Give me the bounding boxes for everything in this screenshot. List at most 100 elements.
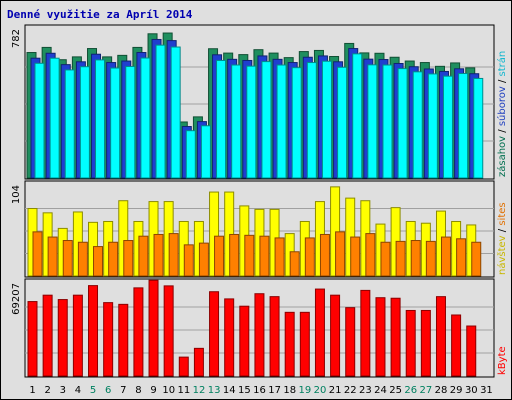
- panel-border: [24, 24, 495, 180]
- x-tick-label: 3: [60, 385, 66, 396]
- bar-sites-day-30: [471, 241, 482, 277]
- bar-kByte-day-1: [27, 301, 38, 377]
- bar-kByte-day-29: [451, 314, 462, 377]
- bar-kByte-day-4: [72, 294, 83, 377]
- x-tick-label: 9: [150, 385, 156, 396]
- bar-sites-day-14: [229, 233, 240, 277]
- bar-kByte-day-18: [284, 311, 295, 377]
- bar-strán-day-29: [458, 73, 469, 179]
- bar-kByte-day-7: [118, 303, 129, 377]
- x-tick-label: 12: [193, 385, 206, 396]
- panel-top: 782 zásahov / súborov / strán: [11, 24, 508, 180]
- bar-strán-day-22: [352, 53, 363, 179]
- x-tick-label: 28: [435, 385, 448, 396]
- legend-entry-1: /: [497, 126, 508, 136]
- bar-sites-day-15: [244, 234, 255, 277]
- bar-strán-day-6: [110, 67, 121, 179]
- bar-strán-day-20: [321, 60, 332, 179]
- bar-sites-day-12: [198, 242, 209, 277]
- bar-strán-day-26: [412, 71, 423, 179]
- bar-strán-day-17: [276, 64, 287, 179]
- bar-kByte-day-9: [148, 279, 159, 377]
- bar-strán-day-27: [427, 73, 438, 179]
- bar-kByte-day-25: [390, 297, 401, 377]
- bar-sites-day-19: [304, 237, 315, 277]
- bar-strán-day-9: [155, 44, 166, 179]
- bar-kByte-day-21: [330, 294, 341, 377]
- x-tick-label: 27: [420, 385, 433, 396]
- panel-border: [24, 180, 495, 278]
- bar-kByte-day-19: [299, 311, 310, 377]
- bar-kByte-day-30: [466, 325, 477, 377]
- x-tick-label: 13: [208, 385, 221, 396]
- x-tick-label: 26: [404, 385, 417, 396]
- bar-sites-day-28: [440, 236, 451, 277]
- legend-entry-0: návštev: [496, 235, 508, 275]
- bar-sites-day-23: [365, 233, 376, 277]
- legend-entry-1: /: [497, 226, 508, 236]
- series-legend: návštev / sites: [496, 202, 508, 275]
- legend-entry-4: strán: [496, 51, 508, 77]
- bar-strán-day-8: [140, 57, 151, 179]
- x-tick-label: 2: [45, 385, 51, 396]
- bar-kByte-day-24: [375, 297, 386, 377]
- bar-sites-day-7: [123, 240, 134, 277]
- bar-sites-day-26: [410, 240, 421, 277]
- bar-strán-day-11: [185, 130, 196, 179]
- bar-strán-day-14: [231, 64, 242, 179]
- bar-kByte-day-2: [42, 294, 53, 377]
- y-max-label: 104: [11, 185, 22, 204]
- bar-kByte-day-15: [239, 305, 250, 377]
- bar-sites-day-20: [319, 233, 330, 277]
- chart-panels: 782 zásahov / súborov / strán 104 návštev /…: [11, 24, 508, 378]
- bar-sites-day-21: [335, 231, 346, 277]
- bar-strán-day-13: [216, 59, 227, 179]
- x-tick-label: 16: [253, 385, 266, 396]
- bar-strán-day-15: [246, 65, 257, 179]
- x-tick-label: 18: [283, 385, 296, 396]
- bar-sites-day-18: [289, 251, 300, 277]
- bar-kByte-day-5: [88, 285, 99, 377]
- chart-title: Denné využitie za Apríl 2014: [7, 8, 193, 21]
- bar-kByte-day-6: [103, 302, 114, 377]
- bar-kByte-day-14: [224, 298, 235, 377]
- bar-kByte-day-27: [420, 309, 431, 377]
- bar-kByte-day-17: [269, 296, 280, 377]
- bar-strán-day-1: [34, 62, 45, 179]
- bar-kByte-day-23: [360, 289, 371, 377]
- bar-kByte-day-20: [314, 288, 325, 377]
- bar-strán-day-28: [442, 75, 453, 179]
- bar-sites-day-17: [274, 237, 285, 277]
- bar-strán-day-10: [170, 46, 181, 179]
- x-tick-label: 21: [329, 385, 342, 396]
- bar-kByte-day-26: [405, 309, 416, 377]
- bar-kByte-day-3: [57, 299, 68, 377]
- bar-strán-day-30: [473, 77, 484, 179]
- x-tick-label: 20: [314, 385, 327, 396]
- bar-strán-day-18: [291, 67, 302, 179]
- bar-kByte-day-16: [254, 293, 265, 377]
- bar-sites-day-5: [93, 246, 104, 277]
- y-max-label: 782: [11, 29, 22, 48]
- panel-bot: 69207 kByte: [11, 278, 508, 378]
- x-tick-label: 14: [223, 385, 236, 396]
- bar-sites-day-4: [77, 241, 88, 277]
- bar-strán-day-16: [261, 61, 272, 179]
- bar-kByte-day-11: [178, 356, 189, 377]
- x-tick-label: 15: [238, 385, 251, 396]
- legend-entry-0: zásahov: [496, 136, 508, 177]
- x-tick-label: 7: [120, 385, 126, 396]
- bar-strán-day-21: [337, 66, 348, 179]
- y-max-label: 69207: [11, 283, 22, 315]
- x-tick-label: 25: [389, 385, 402, 396]
- bar-sites-day-22: [350, 236, 361, 277]
- bar-sites-day-10: [168, 233, 179, 277]
- legend-entry-2: súborov: [496, 86, 508, 126]
- panel-border: [24, 278, 495, 378]
- bar-sites-day-24: [380, 241, 391, 277]
- bar-sites-day-13: [214, 235, 225, 277]
- bar-strán-day-24: [382, 64, 393, 179]
- bar-sites-day-16: [259, 235, 270, 277]
- legend-entry-2: sites: [497, 202, 508, 225]
- bar-sites-day-9: [153, 233, 164, 277]
